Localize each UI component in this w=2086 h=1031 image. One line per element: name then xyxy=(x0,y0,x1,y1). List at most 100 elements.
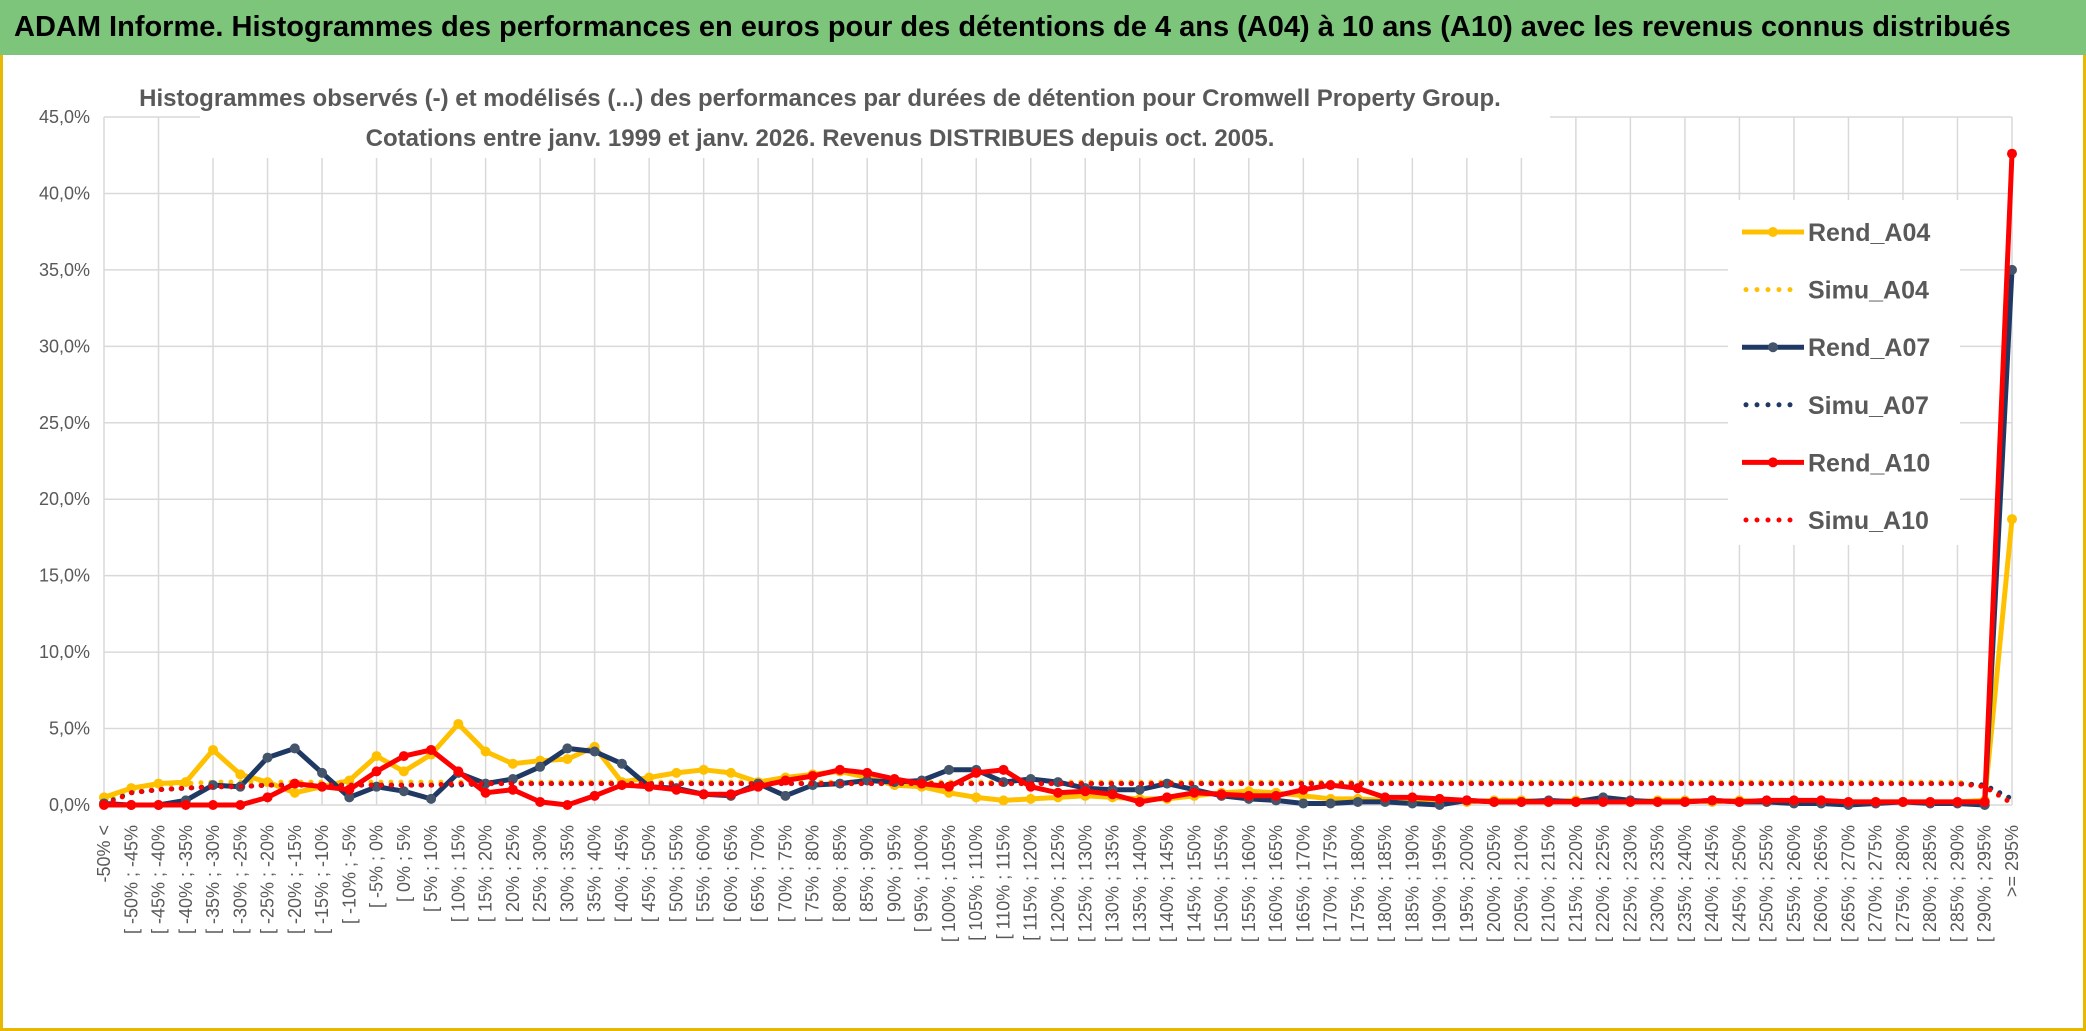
x-tick-label: [ 180% ; 185% xyxy=(1375,825,1395,942)
series-line-rend-a07 xyxy=(103,269,2015,808)
data-point-rend-a10 xyxy=(1952,796,1963,807)
legend-label-simu-a04: Simu_A04 xyxy=(1808,277,1929,305)
data-point-rend-a10 xyxy=(235,800,246,810)
x-tick-label: [ 260% ; 265% xyxy=(1811,825,1831,942)
x-tick-label: [ 5% ; 10% xyxy=(421,825,441,912)
legend-label-simu-a07: Simu_A07 xyxy=(1808,392,1929,420)
report-title: ADAM Informe. Histogrammes des performan… xyxy=(14,11,2011,43)
data-point-rend-a07 xyxy=(398,786,409,797)
x-tick-label: [ 120% ; 125% xyxy=(1048,825,1068,942)
data-point-rend-a10 xyxy=(480,787,491,798)
data-point-rend-a10 xyxy=(1162,792,1173,803)
data-point-rend-a10 xyxy=(153,800,164,810)
chart-title-background xyxy=(200,78,1550,158)
x-tick-label: [ 250% ; 255% xyxy=(1757,825,1777,942)
x-tick-label: [ 10% ; 15% xyxy=(448,825,468,922)
x-tick-label: [ 70% ; 75% xyxy=(775,825,795,922)
x-tick-label: [ 185% ; 190% xyxy=(1402,825,1422,942)
y-tick-label: 30,0% xyxy=(39,336,90,356)
data-point-rend-a04 xyxy=(453,718,464,729)
x-tick-label: [ 175% ; 180% xyxy=(1348,825,1368,942)
data-point-rend-a10 xyxy=(1243,790,1254,801)
data-point-rend-a07 xyxy=(480,778,491,789)
x-tick-label: [ 255% ; 260% xyxy=(1784,825,1804,942)
data-point-rend-a07 xyxy=(943,764,954,775)
series-lines xyxy=(99,148,2017,810)
x-tick-label: [ 55% ; 60% xyxy=(694,825,714,922)
x-tick-label: [ 265% ; 270% xyxy=(1838,825,1858,942)
x-tick-label: [ 110% ; 115% xyxy=(993,825,1013,939)
x-tick-label: [ 100% ; 105% xyxy=(939,825,959,942)
x-tick-label: -50% < xyxy=(94,825,114,883)
data-point-rend-a04 xyxy=(398,766,409,777)
x-tick-label: [ 105% ; 110% xyxy=(966,825,986,941)
data-point-rend-a07 xyxy=(289,743,300,754)
x-tick-label: [ 60% ; 65% xyxy=(721,825,741,922)
chart-legend: Rend_A04 Simu_A04 Rend_A07 Simu_A07 Rend_A10… xyxy=(1728,200,1960,545)
data-point-rend-a10 xyxy=(262,792,273,803)
chart-title: Histogrammes observés (-) et modélisés (… xyxy=(139,85,1501,112)
x-tick-label: [ -40% ; -35% xyxy=(176,825,196,934)
data-point-rend-a07 xyxy=(1298,798,1309,809)
x-tick-label: [ 130% ; 135% xyxy=(1103,825,1123,942)
x-tick-label: [ 150% ; 155% xyxy=(1212,825,1232,942)
x-tick-label: [ -45% ; -40% xyxy=(149,825,169,934)
x-axis-ticks: -50% < [ -50% ; -45% [ -45% ; -40% [ -40% ;… xyxy=(94,825,2022,942)
y-axis-ticks: 0,0% 5,0% 10,0% 15,0% 20,0% 25,0% 30,0% 35,0% 40… xyxy=(39,107,90,815)
y-tick-label: 40,0% xyxy=(39,183,90,203)
x-tick-label: [ 35% ; 40% xyxy=(585,825,605,922)
x-tick-label: [ 45% ; 50% xyxy=(639,825,659,922)
data-point-rend-a07 xyxy=(262,752,273,763)
data-point-rend-a10 xyxy=(2007,148,2017,159)
data-point-rend-a07 xyxy=(589,746,600,757)
data-point-rend-a07 xyxy=(1134,784,1145,795)
data-point-rend-a07 xyxy=(535,761,546,772)
data-point-rend-a10 xyxy=(725,789,736,800)
x-tick-label: [ 140% ; 145% xyxy=(1157,825,1177,942)
x-tick-label: [ 285% ; 290% xyxy=(1947,825,1967,942)
y-tick-label: 15,0% xyxy=(39,566,90,586)
data-point-rend-a10 xyxy=(1271,790,1282,801)
legend-label-rend-a10: Rend_A10 xyxy=(1808,449,1930,477)
data-point-rend-a04 xyxy=(562,754,573,765)
data-point-rend-a04 xyxy=(289,787,300,798)
data-point-rend-a10 xyxy=(1707,795,1718,806)
y-tick-label: 25,0% xyxy=(39,413,90,433)
x-tick-label: [ -5% ; 0% xyxy=(367,825,387,908)
x-tick-label: [ 240% ; 245% xyxy=(1702,825,1722,942)
x-tick-label: [ 95% ; 100% xyxy=(912,825,932,932)
data-point-rend-a04 xyxy=(2007,514,2017,525)
data-point-rend-a07 xyxy=(1025,774,1036,785)
data-point-rend-a10 xyxy=(562,800,573,810)
data-point-rend-a10 xyxy=(1080,786,1091,797)
data-point-rend-a10 xyxy=(1189,787,1200,798)
data-point-rend-a10 xyxy=(698,789,709,800)
data-point-rend-a10 xyxy=(862,767,873,778)
data-point-rend-a04 xyxy=(480,746,491,757)
data-point-rend-a10 xyxy=(1925,796,1936,807)
y-tick-label: 35,0% xyxy=(39,260,90,280)
data-point-rend-a10 xyxy=(1734,796,1745,807)
x-tick-label: [ 30% ; 35% xyxy=(557,825,577,922)
data-point-rend-a10 xyxy=(1461,795,1472,806)
data-point-rend-a10 xyxy=(1679,796,1690,807)
x-tick-label: [ 25% ; 30% xyxy=(530,825,550,922)
x-tick-label: [ 220% ; 225% xyxy=(1593,825,1613,942)
data-point-rend-a10 xyxy=(1053,787,1063,798)
x-tick-label: [ -50% ; -45% xyxy=(121,825,141,934)
data-point-rend-a07 xyxy=(317,767,328,778)
y-tick-label: 20,0% xyxy=(39,489,90,509)
series-line-rend-a04 xyxy=(103,518,2015,805)
legend-marker-rend-a07 xyxy=(1768,342,1778,353)
data-point-rend-a10 xyxy=(1298,784,1309,795)
data-point-rend-a07 xyxy=(616,758,627,769)
x-tick-label: [ 165% ; 170% xyxy=(1293,825,1313,942)
data-point-rend-a10 xyxy=(1134,796,1145,807)
x-tick-label: [ 50% ; 55% xyxy=(666,825,686,922)
x-tick-label: [ 160% ; 165% xyxy=(1266,825,1286,942)
x-tick-label: [ 270% ; 275% xyxy=(1866,825,1886,942)
series-line-simu-a10 xyxy=(101,781,2015,808)
data-point-rend-a10 xyxy=(1843,796,1854,807)
x-tick-label: [ -10% ; -5% xyxy=(339,825,359,924)
data-point-rend-a10 xyxy=(1434,793,1445,804)
